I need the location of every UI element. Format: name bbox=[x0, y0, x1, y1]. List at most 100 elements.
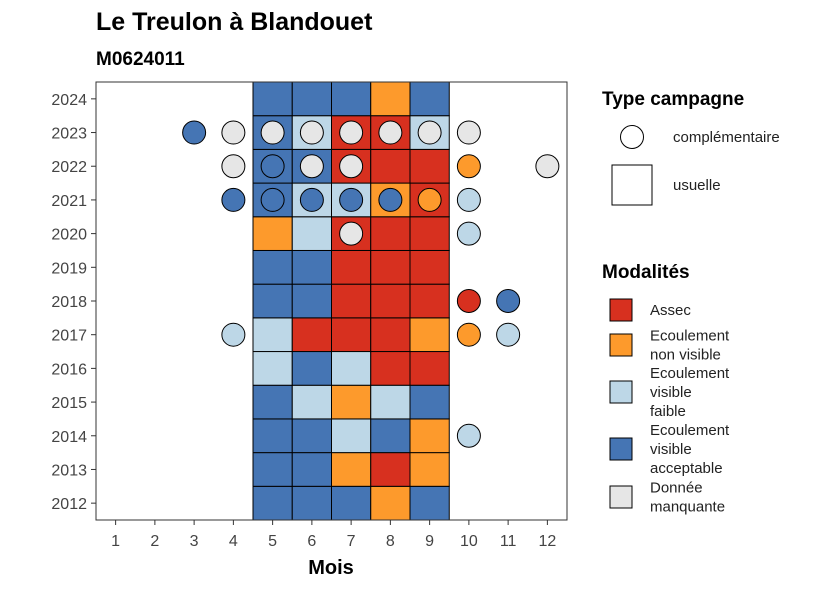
cell-2019-8 bbox=[370, 249, 411, 285]
x-tick-label-1: 1 bbox=[111, 533, 120, 550]
cell-2017-8 bbox=[370, 317, 411, 353]
x-tick-label-10: 10 bbox=[460, 533, 478, 550]
cell-2014-5 bbox=[252, 418, 293, 454]
point-2021-5 bbox=[260, 187, 285, 212]
cell-2012-9 bbox=[409, 485, 450, 521]
cell-2020-5 bbox=[252, 216, 293, 251]
cell-2013-5 bbox=[252, 452, 293, 487]
point-2023-5 bbox=[260, 120, 285, 145]
x-tick-label-2: 2 bbox=[150, 533, 159, 550]
cell-2014-7 bbox=[331, 418, 372, 454]
cell-2022-9 bbox=[409, 148, 450, 184]
legend-label-assec-line-1: Assec bbox=[650, 302, 691, 319]
cell-2019-5 bbox=[252, 249, 293, 285]
cell-2018-7 bbox=[331, 283, 372, 319]
cell-2018-9 bbox=[409, 283, 450, 319]
y-axis: 2012 2013 2014 2015 2016 2017 2018 2019 2020 2021… bbox=[51, 92, 96, 513]
legend-label-ecoulement-visible-acceptable-line-3: acceptable bbox=[650, 460, 723, 477]
legend-swatch-ecoulement-non-visible bbox=[609, 333, 633, 357]
cell-2022-8 bbox=[370, 148, 411, 184]
cell-2016-8 bbox=[370, 351, 411, 386]
y-tick-label-2024: 2024 bbox=[51, 92, 87, 109]
y-tick-label-2015: 2015 bbox=[51, 395, 87, 412]
point-2022-10 bbox=[456, 154, 481, 179]
point-2021-10 bbox=[456, 187, 481, 212]
cell-2024-7 bbox=[331, 81, 372, 117]
cell-2024-8 bbox=[370, 81, 411, 117]
cell-2024-9 bbox=[409, 81, 450, 117]
legend-swatch-assec bbox=[609, 298, 633, 322]
x-tick-label-8: 8 bbox=[386, 533, 395, 550]
point-2017-10 bbox=[456, 322, 481, 347]
cell-2014-9 bbox=[409, 418, 450, 454]
point-2021-9 bbox=[417, 187, 442, 212]
cell-2018-8 bbox=[370, 283, 411, 319]
cell-2017-7 bbox=[331, 317, 372, 353]
legend-key-complementaire bbox=[620, 125, 644, 149]
legend-type-campagne: Type campagne complémentaire usuelle bbox=[602, 89, 780, 206]
cell-2017-6 bbox=[291, 317, 332, 353]
y-tick-label-2020: 2020 bbox=[51, 227, 87, 244]
cell-2020-6 bbox=[291, 216, 332, 251]
legend-label-donnee-manquante-line-1: Donnée bbox=[650, 480, 703, 497]
cell-2015-6 bbox=[291, 384, 332, 420]
legend-label-ecoulement-visible-faible-line-3: faible bbox=[650, 403, 686, 420]
cell-2013-6 bbox=[291, 452, 332, 487]
cell-2015-8 bbox=[370, 384, 411, 420]
cell-2019-9 bbox=[409, 249, 450, 285]
point-2022-4 bbox=[221, 154, 246, 179]
cell-2024-6 bbox=[291, 81, 332, 117]
point-2020-7 bbox=[339, 221, 364, 246]
cell-2024-5 bbox=[252, 81, 293, 117]
legend-type-title: Type campagne bbox=[602, 89, 744, 110]
cell-2019-6 bbox=[291, 249, 332, 285]
legend-label-usuelle: usuelle bbox=[673, 177, 721, 194]
point-2023-10 bbox=[456, 120, 481, 145]
point-2023-4 bbox=[221, 120, 246, 145]
point-2021-4 bbox=[221, 187, 246, 212]
cell-2016-9 bbox=[409, 351, 450, 386]
point-2023-9 bbox=[417, 120, 442, 145]
y-tick-label-2018: 2018 bbox=[51, 294, 87, 311]
point-2023-3 bbox=[182, 120, 207, 145]
legend-label-ecoulement-visible-acceptable-line-2: visible bbox=[650, 441, 692, 458]
point-2020-10 bbox=[456, 221, 481, 246]
cell-2015-5 bbox=[252, 384, 293, 420]
cell-2012-5 bbox=[252, 485, 293, 521]
legend-label-ecoulement-visible-faible-line-1: Ecoulement bbox=[650, 365, 730, 382]
x-axis-title: Mois bbox=[308, 557, 354, 579]
legend-label-ecoulement-visible-acceptable-line-1: Ecoulement bbox=[650, 422, 730, 439]
point-2018-11 bbox=[496, 289, 521, 313]
cell-2017-9 bbox=[409, 317, 450, 353]
legend-key-usuelle bbox=[611, 164, 653, 206]
cell-2014-6 bbox=[291, 418, 332, 454]
point-2017-4 bbox=[221, 322, 246, 347]
cell-2016-5 bbox=[252, 351, 293, 386]
x-tick-label-12: 12 bbox=[538, 533, 556, 550]
legend-label-donnee-manquante-line-2: manquante bbox=[650, 499, 725, 516]
y-tick-label-2017: 2017 bbox=[51, 328, 87, 345]
point-2017-11 bbox=[496, 322, 521, 347]
cell-2013-9 bbox=[409, 452, 450, 487]
x-tick-label-5: 5 bbox=[268, 533, 277, 550]
point-2021-7 bbox=[339, 187, 364, 212]
x-tick-label-4: 4 bbox=[229, 533, 238, 550]
point-2022-7 bbox=[339, 154, 364, 179]
point-2021-8 bbox=[378, 187, 403, 212]
chart-title: Le Treulon à Blandouet bbox=[96, 8, 373, 36]
y-tick-label-2014: 2014 bbox=[51, 429, 87, 446]
point-2023-8 bbox=[378, 120, 403, 145]
x-tick-label-7: 7 bbox=[347, 533, 356, 550]
y-tick-label-2021: 2021 bbox=[51, 193, 87, 210]
y-tick-label-2012: 2012 bbox=[51, 496, 87, 513]
y-tick-label-2023: 2023 bbox=[51, 126, 87, 143]
complementaire-dots bbox=[182, 120, 560, 448]
legend-label-ecoulement-non-visible-line-1: Ecoulement bbox=[650, 328, 730, 345]
cell-2016-6 bbox=[291, 351, 332, 386]
cell-2016-7 bbox=[331, 351, 372, 386]
point-2014-10 bbox=[456, 423, 481, 448]
usuelle-cells bbox=[252, 81, 450, 521]
cell-2014-8 bbox=[370, 418, 411, 454]
